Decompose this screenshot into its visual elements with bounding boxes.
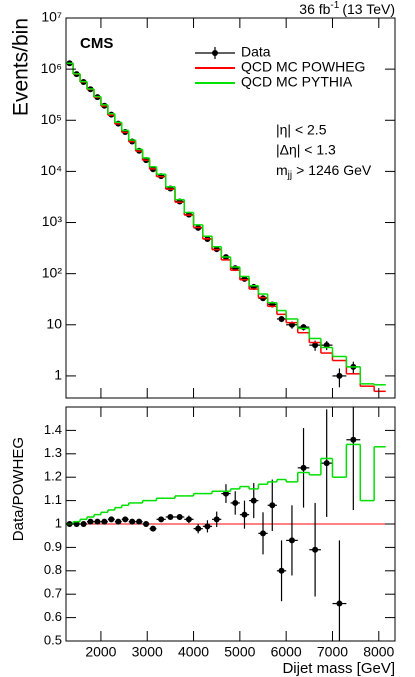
y-tick-label: 1.1 xyxy=(44,492,62,507)
frame xyxy=(65,17,396,399)
data-point xyxy=(185,516,192,523)
y-tick-label: 1 xyxy=(54,367,62,383)
x-tick-label: 5000 xyxy=(224,644,255,660)
data-point xyxy=(136,518,143,525)
data-point xyxy=(241,511,248,518)
y-tick-label: 0.7 xyxy=(44,586,62,601)
data-point xyxy=(350,436,357,443)
x-tick-label: 2000 xyxy=(85,644,116,660)
data-point xyxy=(288,537,295,544)
legend-label: QCD MC POWHEG xyxy=(241,59,365,75)
lumi-sup: -1 xyxy=(330,0,339,11)
y-tick-label: 1.2 xyxy=(44,469,62,484)
experiment-label: CMS xyxy=(80,35,113,52)
y-tick-label: 0.9 xyxy=(44,539,62,554)
y-tick-label: 10³ xyxy=(42,213,63,229)
data-point xyxy=(312,546,319,553)
data-point xyxy=(101,518,108,525)
lumi-label: 36 fb-1 (13 TeV) xyxy=(299,0,395,17)
x-tick-label: 7000 xyxy=(317,644,348,660)
data-point xyxy=(260,530,267,537)
data-point xyxy=(278,567,285,574)
x-tick-label: 6000 xyxy=(271,644,302,660)
data-point xyxy=(213,516,220,523)
cut-label: |Δη| < 1.3 xyxy=(276,142,336,158)
data-point xyxy=(80,521,87,527)
data-point xyxy=(336,372,343,379)
data-point xyxy=(250,497,257,504)
data-point xyxy=(158,516,165,523)
y-tick-label: 0.8 xyxy=(44,562,62,577)
data-point xyxy=(143,521,150,527)
data-point xyxy=(129,518,136,525)
cut-text: > 1246 GeV xyxy=(296,162,372,178)
data-point xyxy=(150,525,157,532)
data-point xyxy=(195,525,202,532)
y-tick-label: 1 xyxy=(55,515,62,530)
y-tick-label: 1.3 xyxy=(44,445,62,460)
data-point xyxy=(323,460,330,467)
data-point xyxy=(115,518,122,525)
cut-label: |η| < 2.5 xyxy=(276,122,327,138)
y-tick-label: 10⁴ xyxy=(40,162,62,178)
data-point xyxy=(312,342,319,349)
data-point xyxy=(204,523,211,530)
data-point xyxy=(94,518,101,525)
data-point xyxy=(122,516,129,523)
data-point xyxy=(278,315,285,322)
y-tick-label: 10⁶ xyxy=(41,60,62,76)
lumi: 36 fb xyxy=(299,1,330,17)
x-tick-label: 8000 xyxy=(363,644,394,660)
legend-label: Data xyxy=(241,44,271,60)
y-tick-label: 10⁷ xyxy=(41,9,62,25)
legend-label: QCD MC PYTHIA xyxy=(241,74,353,90)
y-tick-label: 10⁵ xyxy=(41,111,62,127)
y-tick-label: 10 xyxy=(46,315,62,331)
data-point xyxy=(87,518,94,525)
y-tick-label: 1.4 xyxy=(44,422,62,437)
legend-swatch xyxy=(212,50,218,56)
data-point xyxy=(323,342,330,349)
y-tick-label: 0.5 xyxy=(44,632,62,647)
energy: (13 TeV) xyxy=(342,1,395,17)
x-axis-title: Dijet mass [GeV] xyxy=(282,660,395,677)
y-tick-label: 10² xyxy=(42,264,63,280)
y-axis-title: Data/POWHEG xyxy=(10,437,27,541)
data-point xyxy=(176,513,183,520)
x-tick-label: 3000 xyxy=(132,644,163,660)
data-point xyxy=(300,324,307,331)
data-point xyxy=(73,521,80,527)
plot-area xyxy=(66,407,395,641)
data-point xyxy=(300,464,307,471)
cut-subscript: jj xyxy=(287,170,292,181)
data-point xyxy=(108,516,115,523)
data-point xyxy=(336,600,343,607)
data-point xyxy=(167,513,174,520)
cut-symbol: m xyxy=(276,162,288,178)
y-tick-label: 0.6 xyxy=(44,609,62,624)
data-point xyxy=(269,502,276,509)
data-point xyxy=(232,499,239,506)
cut-label: mjj > 1246 GeV xyxy=(276,162,372,181)
x-tick-label: 4000 xyxy=(178,644,209,660)
plot-area xyxy=(66,60,386,393)
y-axis-title: Events/bin xyxy=(10,18,33,116)
data-point xyxy=(222,490,229,497)
